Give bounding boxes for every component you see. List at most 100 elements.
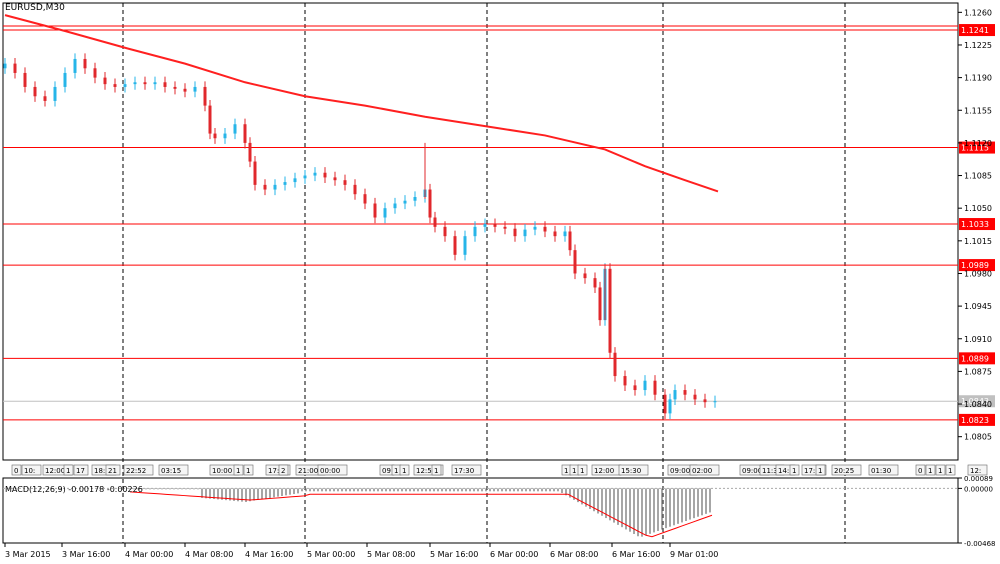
event-tag: 22:52 bbox=[123, 464, 154, 476]
price-level-badge bbox=[959, 24, 995, 37]
candle-body bbox=[413, 196, 417, 201]
event-tag-box bbox=[935, 464, 946, 476]
event-tag-layer: 0 10: 12:00 1 17 18:321 22:52 03:15 10:00 1 1 17:32… bbox=[11, 464, 988, 476]
candle-layer bbox=[3, 53, 717, 419]
candle-body bbox=[93, 68, 97, 78]
candle-body bbox=[573, 250, 577, 274]
event-tag: 1 bbox=[63, 464, 74, 476]
y-tick-label: 1.0840 bbox=[964, 400, 992, 409]
event-tag-label: 17:30 bbox=[454, 467, 474, 475]
event-tag-box bbox=[945, 464, 956, 476]
y-tick-label: 1.1085 bbox=[964, 172, 992, 181]
event-tag-label: 12: bbox=[970, 467, 981, 475]
candle-body bbox=[643, 380, 647, 391]
event-tag-label: 1 bbox=[246, 467, 250, 475]
candle-body bbox=[113, 84, 117, 87]
candle-body bbox=[33, 86, 37, 97]
candle-body bbox=[563, 231, 567, 237]
candle-body bbox=[173, 86, 177, 89]
x-tick-label: 5 Mar 00:00 bbox=[307, 550, 355, 559]
event-tag: 02:00 bbox=[689, 464, 720, 476]
event-tag-label: 20:25 bbox=[834, 467, 854, 475]
candle-body bbox=[493, 224, 497, 227]
macd-frame bbox=[2, 477, 959, 544]
candle-body bbox=[403, 200, 407, 204]
event-tag: 17 bbox=[73, 464, 89, 476]
candle-body bbox=[473, 226, 477, 237]
axis-layer: 1.1260 1.1225 1.1190 1.1155 1.1120 1.1085 1.10… bbox=[4, 8, 995, 559]
event-tag: 17:30 bbox=[451, 464, 482, 476]
y-tick-label: 1.1050 bbox=[964, 204, 992, 213]
event-tag-label: 00:00 bbox=[320, 467, 340, 475]
candle-body bbox=[263, 184, 267, 190]
candle-body bbox=[533, 226, 537, 230]
candle-body bbox=[663, 394, 667, 414]
event-tag-label: 1 bbox=[580, 467, 584, 475]
candle-body bbox=[393, 203, 397, 209]
candle-body bbox=[53, 86, 57, 101]
candle-body bbox=[513, 228, 517, 237]
x-tick-label: 6 Mar 16:00 bbox=[612, 550, 660, 559]
candle-body bbox=[523, 229, 527, 237]
event-tag-label: 12:55 bbox=[416, 467, 436, 475]
event-tag-label: 1 bbox=[434, 467, 438, 475]
candle-body bbox=[433, 217, 437, 227]
price-level-label: 1.1241 bbox=[961, 26, 989, 35]
event-tag: 17:1 bbox=[801, 464, 827, 476]
event-tag: 10: bbox=[21, 464, 42, 476]
candle-body bbox=[553, 231, 557, 237]
grid-layer bbox=[2, 2, 959, 544]
candle-body bbox=[583, 273, 587, 279]
event-tag-box bbox=[317, 464, 348, 476]
x-tick-label: 9 Mar 01:00 bbox=[670, 550, 718, 559]
candle-body bbox=[13, 63, 17, 73]
event-tag-label: 17:3 bbox=[268, 467, 284, 475]
event-tag-box bbox=[618, 464, 649, 476]
event-tag: 1 bbox=[925, 464, 936, 476]
candle-body bbox=[683, 390, 687, 395]
candle-body bbox=[248, 142, 252, 162]
candle-body bbox=[673, 390, 677, 400]
event-tag-box bbox=[451, 464, 482, 476]
candle-body bbox=[213, 133, 217, 139]
x-tick-label: 5 Mar 16:00 bbox=[430, 550, 478, 559]
event-tag-box bbox=[831, 464, 862, 476]
price-level-label: 1.1033 bbox=[961, 220, 989, 229]
macd-layer bbox=[129, 488, 713, 538]
candle-body bbox=[193, 86, 197, 92]
event-tag: 1 bbox=[431, 464, 442, 476]
event-tag-box bbox=[105, 464, 121, 476]
event-tag-box bbox=[925, 464, 936, 476]
event-tag-label: 0 bbox=[918, 467, 922, 475]
event-tag-label: 1 bbox=[572, 467, 576, 475]
candle-body bbox=[43, 96, 47, 101]
event-tag: 0 bbox=[915, 464, 926, 476]
event-tag-label: 21 bbox=[108, 467, 117, 475]
candle-body bbox=[343, 180, 347, 185]
event-tag-label: 18:3 bbox=[94, 467, 110, 475]
event-tag-label: 09:00 bbox=[742, 467, 762, 475]
y-tick-label: 1.1015 bbox=[964, 237, 992, 246]
event-tag-label: 17:1 bbox=[804, 467, 820, 475]
event-tag: 15:30 bbox=[618, 464, 649, 476]
candle-body bbox=[293, 178, 297, 183]
event-tag: 1 bbox=[399, 464, 410, 476]
candle-body bbox=[653, 380, 657, 395]
candle-body bbox=[313, 172, 317, 176]
candle-body bbox=[668, 399, 672, 414]
y-tick-label: 1.1260 bbox=[964, 8, 992, 17]
event-tag: 12:00 bbox=[591, 464, 622, 476]
x-tick-label: 6 Mar 08:00 bbox=[550, 550, 598, 559]
event-tag: 1 bbox=[233, 464, 244, 476]
candle-body bbox=[568, 231, 572, 251]
current-price-badge bbox=[959, 395, 995, 408]
event-tag: 1 bbox=[945, 464, 956, 476]
candle-body bbox=[323, 172, 327, 178]
event-tag-label: 1 bbox=[928, 467, 932, 475]
y-tick-label: 1.0980 bbox=[964, 269, 992, 278]
macd-signal-line bbox=[129, 491, 713, 538]
event-tag: 00:00 bbox=[317, 464, 348, 476]
candle-body bbox=[3, 63, 7, 69]
event-tag-label: 1 bbox=[394, 467, 398, 475]
event-tag-box bbox=[63, 464, 74, 476]
